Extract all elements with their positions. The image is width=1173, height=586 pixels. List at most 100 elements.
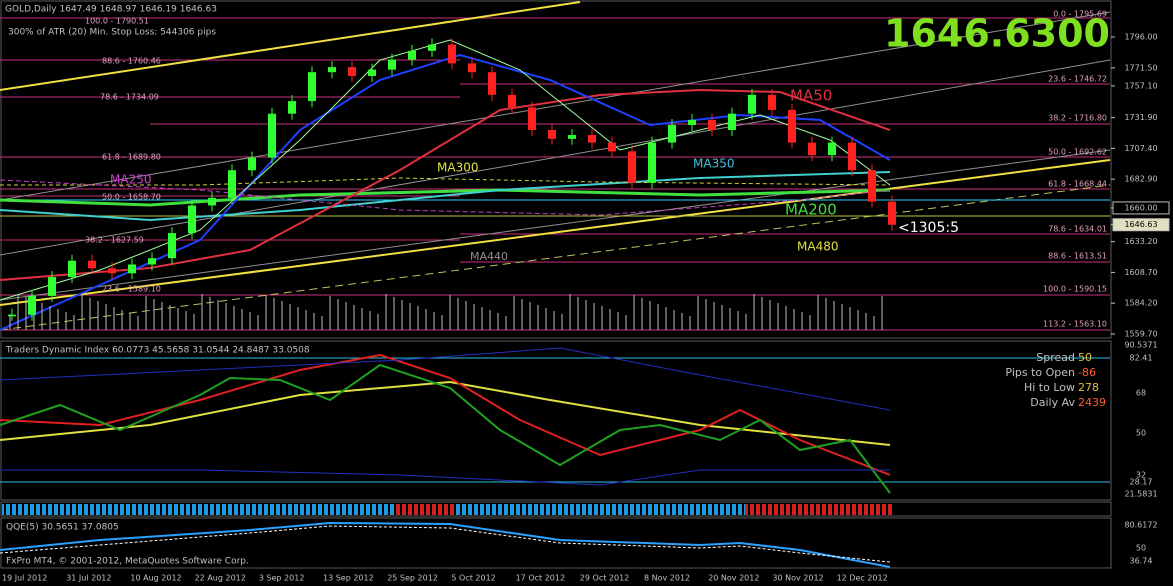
candle <box>848 142 856 171</box>
tdi-tick-label: 50 <box>1136 429 1146 438</box>
price-tick-label: 1707.40 <box>1124 144 1157 153</box>
price-tick-label: 1559.70 <box>1124 330 1157 339</box>
qqe-lines <box>0 521 891 568</box>
tdi-tick-label: 21.5831 <box>1124 490 1157 499</box>
candle <box>728 113 736 131</box>
fib-label: 38.2 - 1716.80 <box>1048 114 1107 123</box>
date-label: 22 Aug 2012 <box>195 574 246 583</box>
info-value: -86 <box>1078 366 1096 379</box>
candle <box>8 314 16 317</box>
qqe-tick-label: 80.6172 <box>1124 521 1157 530</box>
price-axis: 1796.00 1771.50 1757.10 1731.90 1707.40 1682.… <box>1111 33 1170 339</box>
candle <box>468 63 476 73</box>
pane-borders <box>0 0 1112 569</box>
candle <box>248 157 256 171</box>
price-tick-label: 1757.10 <box>1124 81 1157 90</box>
info-label: Spread <box>1036 351 1075 364</box>
candle <box>388 59 396 70</box>
date-label: 19 Jul 2012 <box>2 574 47 583</box>
info-value: 2439 <box>1078 396 1106 409</box>
qqe-tick-label: 50 <box>1136 544 1146 553</box>
strip-blue <box>2 504 395 515</box>
strip-red <box>745 504 893 515</box>
date-label: 8 Nov 2012 <box>644 574 690 583</box>
big-price: 1646.6300 <box>884 12 1110 56</box>
candle <box>448 44 456 64</box>
date-label: 5 Oct 2012 <box>451 574 495 583</box>
candle <box>228 170 236 198</box>
date-label: 12 Dec 2012 <box>837 574 888 583</box>
candle <box>508 94 516 108</box>
price-tick-label: 1660.00 <box>1124 203 1157 212</box>
date-label: 20 Nov 2012 <box>708 574 759 583</box>
candle <box>548 130 556 139</box>
strip-blue <box>455 504 745 515</box>
price-tick-label: 1731.90 <box>1124 113 1157 122</box>
symbol-info: GOLD,Daily 1647.49 1648.97 1646.19 1646.… <box>5 5 217 15</box>
date-label: 30 Nov 2012 <box>772 574 823 583</box>
fib-label: 78.6 - 1734.09 <box>100 93 159 102</box>
date-label: 29 Oct 2012 <box>580 574 629 583</box>
candle <box>368 69 376 76</box>
ma-label: MA300 <box>437 161 478 175</box>
candle <box>568 135 576 139</box>
strip-red <box>395 504 455 515</box>
candle <box>608 142 616 152</box>
fib-label: 50.0 - 1692.62 <box>1048 148 1107 157</box>
candle <box>348 67 356 76</box>
date-label: 13 Sep 2012 <box>323 574 374 583</box>
candle <box>528 107 536 131</box>
candle <box>828 142 836 156</box>
date-label: 17 Oct 2012 <box>516 574 565 583</box>
info-value: 50 <box>1078 351 1092 364</box>
candle <box>888 201 896 225</box>
candle <box>108 268 116 274</box>
candle <box>28 295 36 315</box>
price-tick-label: 1633.20 <box>1124 237 1157 246</box>
candle <box>88 260 96 269</box>
ma-label: MA200 <box>785 201 837 219</box>
tdi-tick-label: 32 <box>1136 471 1146 480</box>
ma-label: MA250 <box>110 173 151 187</box>
candle <box>48 277 56 296</box>
tdi-header: Traders Dynamic Index 60.0773 45.5658 31… <box>5 346 310 356</box>
price-tick-label: 1682.90 <box>1124 175 1157 184</box>
fib-label: 38.2 - 1627.59 <box>85 236 144 245</box>
candle <box>768 94 776 110</box>
info-label: Daily Av <box>1030 396 1075 409</box>
tdi-tick-label: 90.5371 <box>1124 341 1157 350</box>
candle <box>488 72 496 95</box>
price-tick-label: 1796.00 <box>1124 33 1157 42</box>
ma-label: MA350 <box>693 157 734 171</box>
copyright: FxPro MT4, © 2001-2012, MetaQuotes Softw… <box>6 557 249 567</box>
candle <box>208 197 216 206</box>
fib-label: 61.8 - 1689.80 <box>102 153 161 162</box>
fib-labels: 100.0 - 1790.51 88.6 - 1760.46 78.6 - 17… <box>85 10 1107 329</box>
date-label: 10 Aug 2012 <box>130 574 181 583</box>
qqe-tick-label: 36.74 <box>1130 557 1153 566</box>
candle <box>868 170 876 202</box>
candle <box>408 50 416 60</box>
tdi-tick-label: 68 <box>1136 389 1146 398</box>
price-tick-label: 1771.50 <box>1124 63 1157 72</box>
volume-bars <box>9 294 883 330</box>
tdi-lines <box>0 347 1110 494</box>
info-label: Hi to Low <box>1024 381 1075 394</box>
info-panel: Spread 50 Pips to Open -86 Hi to Low 278… <box>1005 351 1106 409</box>
fib-label: 88.6 - 1760.46 <box>102 57 161 66</box>
candles <box>8 38 896 321</box>
candle <box>308 72 316 102</box>
fib-label: 113.2 - 1563.10 <box>1043 320 1107 329</box>
candle <box>188 205 196 234</box>
fib-label: 78.6 - 1634.01 <box>1048 225 1107 234</box>
qqe-axis: 80.6172 50 36.74 <box>1124 521 1157 566</box>
tdi-tick-label: 82.41 <box>1130 354 1153 363</box>
candle <box>668 124 676 143</box>
candle <box>168 233 176 259</box>
fib-lines <box>0 17 1110 331</box>
tdi-tick-label: 28.17 <box>1130 478 1153 487</box>
info-label: Pips to Open <box>1005 366 1075 379</box>
candle <box>628 151 636 183</box>
